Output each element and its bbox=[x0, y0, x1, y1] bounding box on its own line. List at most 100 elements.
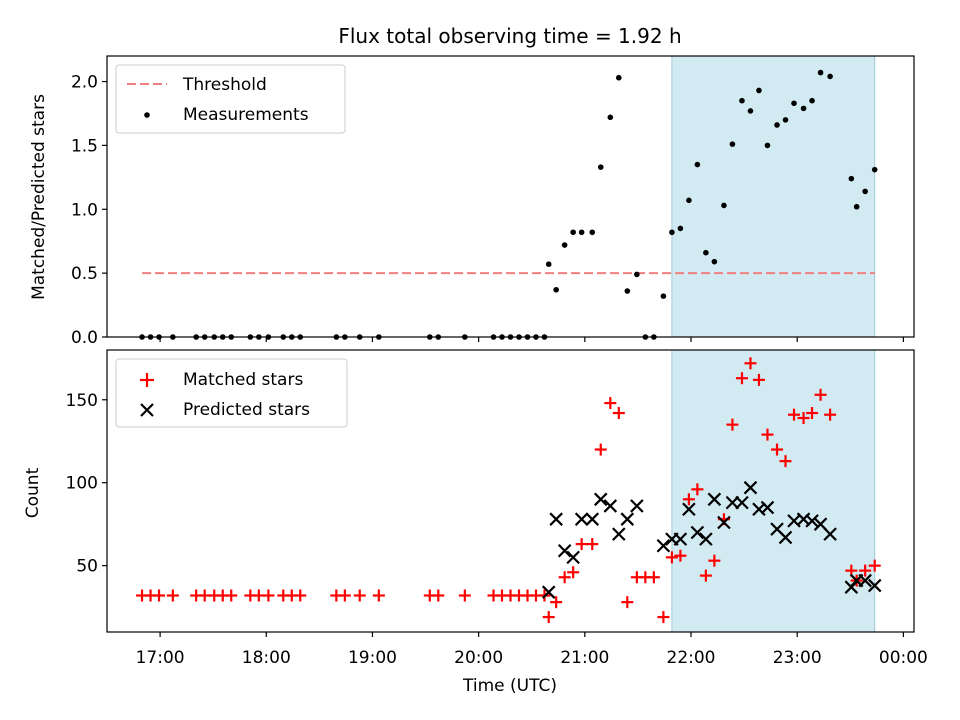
matched-star-point bbox=[657, 611, 670, 624]
legend-predicted-swatch bbox=[140, 403, 154, 417]
bottom-axes-frame bbox=[106, 349, 915, 633]
matched-star-point bbox=[752, 373, 765, 386]
predicted-star-point bbox=[707, 492, 722, 507]
top-panel: 0.00.51.01.52.0 Matched/Predicted stars … bbox=[29, 55, 915, 348]
measurement-point bbox=[871, 166, 878, 173]
predicted-star-point bbox=[682, 502, 696, 517]
matched-star-point bbox=[771, 443, 784, 456]
predicted-star-point bbox=[717, 515, 731, 530]
measurement-point bbox=[747, 108, 754, 114]
matched-star-point bbox=[353, 589, 366, 602]
measurement-point bbox=[827, 73, 833, 80]
top-legend-box bbox=[115, 64, 346, 134]
predicted-star-point bbox=[690, 525, 705, 540]
top-y-axis-ticks: 0.0 0.5 1.0 1.5 2.0 bbox=[71, 73, 107, 348]
predicted-star-point bbox=[699, 532, 713, 546]
predicted-stars-points bbox=[541, 480, 882, 599]
measurement-point bbox=[607, 114, 614, 121]
predicted-star-point bbox=[725, 495, 740, 510]
matched-star-point bbox=[612, 407, 625, 420]
legend-predicted-label: Predicted stars bbox=[183, 400, 310, 420]
measurement-point bbox=[553, 286, 559, 293]
matched-star-point bbox=[153, 589, 166, 602]
legend-threshold-label: Threshold bbox=[182, 75, 267, 95]
matched-stars-points bbox=[136, 357, 881, 624]
matched-star-point bbox=[432, 589, 445, 602]
top-y-tick-label: 0.0 bbox=[71, 328, 98, 348]
measurement-point bbox=[800, 105, 807, 112]
bottom-shaded-span bbox=[671, 349, 876, 633]
x-tick-label: 21:00 bbox=[560, 648, 609, 668]
measurement-point bbox=[817, 69, 824, 76]
predicted-star-point bbox=[549, 512, 563, 526]
matched-star-point bbox=[744, 357, 757, 370]
matched-star-point bbox=[262, 589, 275, 602]
matched-star-point bbox=[674, 549, 687, 562]
measurement-point bbox=[624, 288, 631, 294]
predicted-star-point bbox=[858, 573, 872, 588]
matched-star-point bbox=[542, 611, 555, 624]
bottom-y-tick-label: 100 bbox=[66, 474, 98, 494]
predicted-star-point bbox=[620, 512, 635, 526]
top-legend: Threshold Measurements bbox=[115, 64, 346, 134]
top-y-tick-label: 1.5 bbox=[71, 136, 98, 156]
x-tick-label: 22:00 bbox=[667, 648, 716, 668]
predicted-star-point bbox=[867, 578, 882, 593]
matched-star-point bbox=[726, 418, 739, 431]
x-tick-label: 20:00 bbox=[454, 648, 503, 668]
matched-star-point bbox=[458, 589, 471, 602]
matched-star-point bbox=[735, 372, 748, 385]
x-tick-label: 00:00 bbox=[879, 648, 928, 668]
matched-star-point bbox=[594, 443, 607, 456]
bottom-panel: 50 100 150 17:00 18:00 19:00 20:00 21:00 22:00 2… bbox=[23, 349, 928, 696]
matched-star-point bbox=[824, 408, 837, 421]
matched-star-point bbox=[604, 397, 617, 410]
predicted-star-point bbox=[612, 527, 626, 541]
bottom-y-axis-label: Count bbox=[23, 467, 43, 518]
predicted-star-point bbox=[760, 500, 775, 515]
measurement-point bbox=[669, 229, 675, 236]
x-tick-label: 19:00 bbox=[348, 648, 397, 668]
measurement-point bbox=[729, 141, 736, 147]
matched-star-point bbox=[294, 589, 307, 602]
predicted-star-point bbox=[743, 480, 758, 495]
predicted-star-point bbox=[735, 495, 749, 510]
matched-star-point bbox=[779, 455, 792, 468]
measurement-point bbox=[570, 229, 576, 236]
measurement-point bbox=[848, 175, 855, 182]
matched-star-point bbox=[338, 589, 351, 602]
bottom-y-axis-ticks: 50 100 150 bbox=[66, 391, 107, 577]
chart-title: Flux total observing time = 1.92 h bbox=[338, 24, 681, 48]
predicted-star-point bbox=[778, 530, 793, 545]
measurement-point bbox=[545, 261, 552, 267]
matched-star-point bbox=[806, 407, 819, 420]
measurement-point bbox=[634, 271, 640, 278]
matched-star-point bbox=[567, 566, 580, 579]
x-tick-label: 18:00 bbox=[242, 648, 291, 668]
matched-star-point bbox=[682, 493, 695, 506]
measurement-point bbox=[660, 293, 667, 299]
predicted-star-point bbox=[823, 527, 837, 541]
top-y-tick-label: 0.5 bbox=[71, 264, 98, 284]
matched-star-point bbox=[647, 571, 660, 584]
measurement-point bbox=[862, 188, 868, 195]
matched-star-point bbox=[691, 483, 704, 496]
top-shaded-span bbox=[671, 55, 876, 338]
predicted-star-point bbox=[541, 585, 556, 599]
matched-star-point bbox=[859, 564, 872, 577]
predicted-star-point bbox=[656, 538, 671, 553]
measurement-point bbox=[589, 229, 596, 236]
measurement-point bbox=[782, 117, 789, 123]
bottom-y-tick-label: 150 bbox=[66, 391, 98, 411]
x-tick-label: 23:00 bbox=[773, 648, 822, 668]
predicted-star-point bbox=[574, 512, 589, 526]
predicted-star-point bbox=[585, 512, 600, 526]
bottom-legend-box bbox=[115, 358, 348, 428]
top-y-tick-label: 1.0 bbox=[71, 200, 98, 220]
measurement-point bbox=[677, 225, 684, 232]
matched-star-point bbox=[558, 571, 571, 584]
top-y-axis-label: Matched/Predicted stars bbox=[29, 94, 49, 300]
measurement-point bbox=[686, 197, 692, 204]
x-tick-label: 17:00 bbox=[136, 648, 185, 668]
matched-star-point bbox=[575, 538, 588, 551]
